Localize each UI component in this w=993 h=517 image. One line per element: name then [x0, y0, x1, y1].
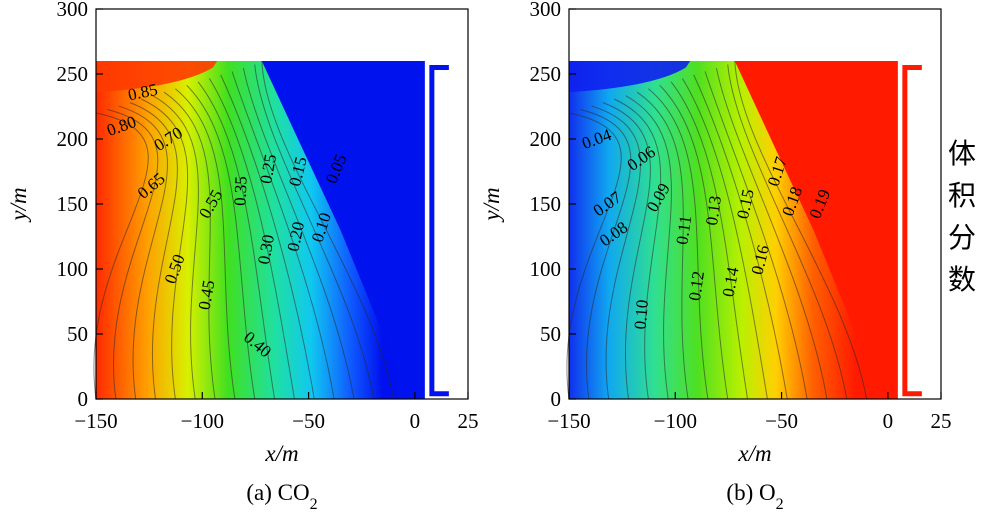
panel-co2-caption: (a) CO2 — [246, 480, 317, 513]
contour-label: 0.25 — [256, 153, 280, 186]
volume-fraction-label-char: 分 — [948, 223, 976, 254]
contour-line — [681, 78, 768, 400]
contour-label: 0.10 — [631, 299, 653, 330]
y-tick-label: 200 — [530, 127, 562, 151]
panel-o2-y-ticks: 0 50 100 150 200 250 300 — [530, 0, 576, 411]
panel-o2-contour-lines — [566, 60, 868, 400]
contour-line — [163, 91, 216, 400]
panel-o2-concentration-field — [569, 61, 871, 399]
y-tick-label: 0 — [551, 387, 562, 411]
contour-line — [152, 95, 199, 400]
panel-o2: 0.040.060.070.080.090.100.110.120.130.14… — [479, 0, 952, 513]
y-tick-label: 50 — [540, 322, 561, 346]
contour-line — [261, 60, 395, 400]
contour-label: 0.45 — [195, 279, 219, 312]
panel-co2-x-ticks: −150 −100 −50 0 25 — [74, 392, 479, 433]
contour-line — [129, 102, 178, 400]
contour-line — [186, 84, 256, 400]
contour-line — [197, 81, 276, 400]
panel-co2-y-axis-label: y/m — [6, 187, 31, 222]
y-tick-label: 300 — [530, 0, 562, 21]
y-tick-label: 250 — [57, 62, 89, 86]
x-tick-label: −150 — [547, 409, 590, 433]
x-tick-label: −50 — [765, 409, 798, 433]
x-tick-label: −50 — [292, 409, 325, 433]
panel-co2-boundary-bracket — [429, 65, 449, 397]
contour-label: 0.35 — [231, 176, 251, 206]
y-tick-label: 150 — [530, 192, 562, 216]
contour-label: 0.30 — [254, 233, 278, 266]
y-tick-label: 0 — [78, 387, 89, 411]
contour-line — [591, 105, 641, 400]
contour-label: 0.12 — [685, 270, 708, 302]
volume-fraction-label-char: 积 — [948, 181, 976, 212]
contour-line — [727, 64, 848, 400]
y-tick-label: 200 — [57, 127, 89, 151]
contour-line — [231, 71, 335, 400]
x-tick-label: 0 — [883, 409, 894, 433]
panel-o2-y-axis-label: y/m — [479, 187, 504, 222]
contour-line — [625, 95, 672, 400]
volume-fraction-label-char: 体 — [948, 138, 976, 170]
contour-line — [107, 109, 159, 400]
panel-co2-concentration-field — [96, 61, 398, 399]
contour-line — [693, 74, 788, 400]
panel-co2-contour-lines — [93, 60, 395, 400]
contour-label: 0.14 — [719, 265, 743, 298]
contour-line — [580, 109, 632, 400]
contour-line — [670, 81, 749, 400]
x-tick-label: −100 — [181, 409, 224, 433]
panel-o2-boundary-bracket — [902, 65, 922, 397]
contour-line — [254, 64, 375, 400]
y-tick-label: 300 — [57, 0, 89, 21]
panel-co2-y-ticks: 0 50 100 150 200 250 300 — [57, 0, 103, 411]
contour-line — [659, 84, 729, 400]
y-tick-label: 150 — [57, 192, 89, 216]
contour-line — [704, 71, 808, 400]
panel-o2-caption: (b) O2 — [726, 480, 783, 513]
panel-co2-high-concentration-core — [96, 61, 218, 93]
y-tick-label: 50 — [67, 322, 88, 346]
volume-fraction-label-char: 数 — [948, 264, 976, 296]
panel-o2-low-concentration-core — [569, 61, 691, 93]
x-tick-label: −150 — [74, 409, 117, 433]
x-tick-label: −100 — [654, 409, 697, 433]
contour-line — [614, 98, 662, 400]
x-tick-label: 25 — [931, 409, 952, 433]
contour-line — [175, 88, 236, 400]
contour-line — [636, 91, 689, 400]
x-tick-label: 0 — [410, 409, 421, 433]
contour-line — [242, 67, 355, 400]
contour-line — [602, 102, 651, 400]
y-tick-label: 100 — [57, 257, 89, 281]
contour-line — [648, 88, 709, 400]
y-tick-label: 100 — [530, 257, 562, 281]
contour-line — [208, 78, 295, 400]
contour-label: 0.13 — [702, 194, 725, 226]
panel-o2-x-axis-label: x/m — [737, 441, 771, 466]
contour-line — [118, 105, 168, 400]
contour-line — [141, 98, 189, 400]
y-tick-label: 250 — [530, 62, 562, 86]
contour-line — [220, 74, 315, 400]
panel-co2: 0.850.80 0.700.650.550.500.450.400.350.30… — [6, 0, 479, 513]
panel-o2-x-ticks: −150 −100 −50 0 25 — [547, 392, 952, 433]
contour-line — [715, 67, 828, 400]
panel-co2-x-axis-label: x/m — [264, 441, 298, 466]
contour-label: 0.11 — [672, 214, 695, 245]
contour-line — [734, 60, 868, 400]
x-tick-label: 25 — [458, 409, 479, 433]
